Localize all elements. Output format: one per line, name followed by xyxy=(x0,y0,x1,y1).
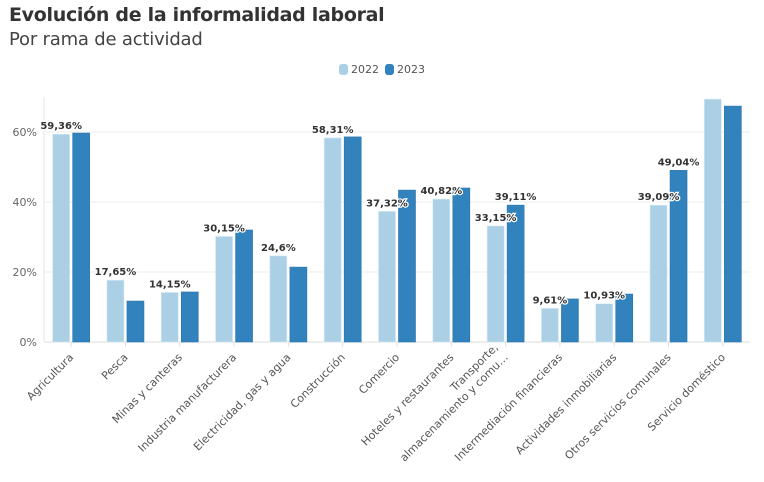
chart-subtitle: Por rama de actividad xyxy=(9,29,203,50)
y-tick-label: 40% xyxy=(13,196,37,209)
bar-2023 xyxy=(615,293,634,343)
bar-2023 xyxy=(506,204,525,343)
x-tick-label: Industria manufacturera xyxy=(135,351,239,455)
y-tick-label: 20% xyxy=(13,266,37,279)
chart-title: Evolución de la informalidad laboral xyxy=(9,4,385,26)
bar-2022 xyxy=(106,279,125,343)
x-tick-label: Otros servicios comunales xyxy=(562,351,674,463)
bar-2022 xyxy=(649,204,668,343)
data-label: 40,82% xyxy=(420,186,462,197)
legend-label-2023: 2023 xyxy=(397,63,425,76)
data-label: 39,11% xyxy=(495,192,537,203)
x-tick-label-group: Comercio xyxy=(356,351,402,397)
bar-2022 xyxy=(378,211,396,343)
bar-2022 xyxy=(323,137,342,343)
legend-swatch-2022 xyxy=(339,64,348,75)
legend: 2022 2023 xyxy=(0,63,764,76)
data-label: 49,04% xyxy=(658,157,700,168)
y-tick-label: 60% xyxy=(13,126,37,139)
bar-2023 xyxy=(72,132,90,343)
bar-2022 xyxy=(52,133,70,343)
legend-item-2022[interactable]: 2022 xyxy=(339,63,379,76)
x-tick-label-group: Agricultura xyxy=(24,351,76,403)
bar-2022 xyxy=(595,303,614,343)
legend-swatch-2023 xyxy=(385,64,394,75)
y-tick-label: 0% xyxy=(20,336,37,349)
x-tick-label-group: Electricidad, gas y agua xyxy=(191,351,293,453)
data-label: 17,65% xyxy=(95,267,137,278)
bar-2023 xyxy=(235,229,253,343)
x-tick-label-group: Construcción xyxy=(288,351,348,411)
x-tick-label-group: Industria manufacturera xyxy=(135,351,239,455)
data-label: 9,61% xyxy=(533,295,568,306)
data-label: 33,15% xyxy=(475,213,517,224)
bar-2022 xyxy=(215,236,233,343)
bar-2022 xyxy=(486,225,505,343)
x-tick-label-group: Otros servicios comunales xyxy=(562,351,674,463)
data-label: 10,93% xyxy=(583,291,625,302)
bar-2023 xyxy=(561,298,579,343)
bar-2023 xyxy=(180,291,199,343)
data-label: 14,15% xyxy=(149,279,191,290)
x-tick-label: Construcción xyxy=(288,351,348,411)
bar-2022 xyxy=(432,198,451,343)
data-label: 30,15% xyxy=(203,223,245,234)
x-tick-label-group: Actividades inmobiliarias xyxy=(513,351,620,458)
x-tick-label-group: Hoteles y restaurantes xyxy=(359,351,457,449)
legend-item-2023[interactable]: 2023 xyxy=(385,63,425,76)
bar-2023 xyxy=(126,300,145,343)
bar-2023 xyxy=(669,170,688,343)
x-tick-label-group: Pesca xyxy=(99,351,130,382)
bar-2022 xyxy=(269,255,288,343)
x-tick-label: Electricidad, gas y agua xyxy=(191,351,293,453)
data-label: 39,09% xyxy=(638,192,680,203)
x-tick-label: Actividades inmobiliarias xyxy=(513,351,620,458)
bar-2022 xyxy=(541,308,559,343)
data-label: 59,36% xyxy=(40,121,82,132)
bar-2023 xyxy=(343,136,362,343)
bar-2022 xyxy=(160,292,179,343)
data-label: 24,6% xyxy=(261,243,296,254)
bar-2023 xyxy=(289,266,308,343)
x-tick-label: Agricultura xyxy=(24,351,76,403)
data-label: 58,31% xyxy=(312,125,354,136)
x-tick-label: Pesca xyxy=(99,351,130,382)
x-tick-label: almacenamiento y comu… xyxy=(397,351,510,464)
bar-2023 xyxy=(452,187,471,343)
legend-label-2022: 2022 xyxy=(351,63,379,76)
bar-2023 xyxy=(398,189,416,343)
x-tick-label: Comercio xyxy=(356,351,402,397)
bar-2023 xyxy=(724,105,742,343)
data-label: 37,32% xyxy=(366,198,408,209)
x-tick-label: Hoteles y restaurantes xyxy=(359,351,457,449)
bar-2022 xyxy=(704,98,722,343)
